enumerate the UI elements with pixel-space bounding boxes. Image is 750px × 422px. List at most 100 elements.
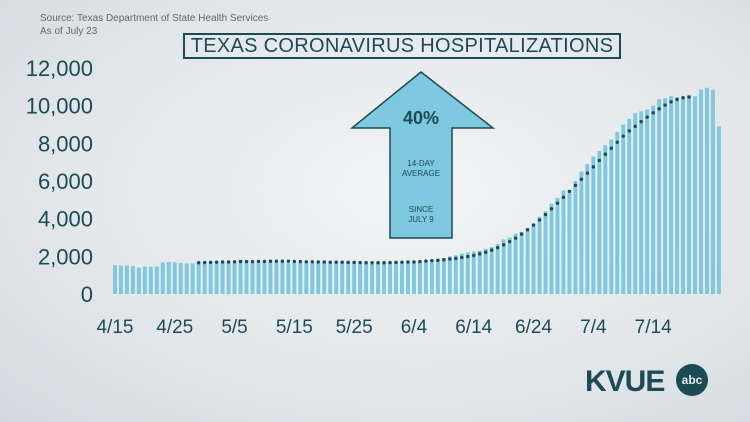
hospitalization-bar <box>513 233 518 294</box>
hospitalization-bar <box>465 252 470 294</box>
hospitalization-bar <box>322 261 327 294</box>
hospitalization-bar <box>196 261 201 294</box>
average-point <box>310 260 314 264</box>
hospitalization-bar <box>429 260 434 294</box>
hospitalization-bar <box>459 253 464 294</box>
hospitalization-bar <box>585 164 590 294</box>
hospitalization-bar <box>340 261 345 294</box>
hospitalization-bar <box>280 261 285 294</box>
hospitalization-bar <box>573 181 578 294</box>
average-point <box>220 260 225 264</box>
hospitalization-bar <box>621 124 626 294</box>
average-point <box>537 218 542 222</box>
average-point <box>400 260 404 264</box>
x-tick-label: 6/24 <box>515 317 552 338</box>
average-point <box>579 177 584 182</box>
average-point <box>202 260 207 265</box>
average-point <box>531 223 536 227</box>
average-point <box>567 189 572 194</box>
average-point <box>262 259 267 264</box>
hospitalization-bar <box>130 266 135 294</box>
hospitalization-bar <box>597 150 602 294</box>
hospitalization-bar <box>519 231 524 294</box>
average-point <box>268 259 273 263</box>
y-tick-label: 6,000 <box>38 169 93 194</box>
hospitalization-bar <box>471 251 476 294</box>
hospitalization-bar <box>232 262 237 294</box>
callout-label: JULY 9 <box>408 215 434 224</box>
hospitalization-bar <box>262 261 267 294</box>
hospitalization-bar <box>148 266 153 294</box>
average-point <box>358 260 362 265</box>
hospitalization-bar <box>447 256 452 294</box>
hospitalization-bar <box>716 126 721 294</box>
average-point <box>478 252 482 256</box>
x-tick-label: 6/4 <box>401 317 428 338</box>
hospitalization-bar <box>705 87 709 295</box>
hospitalization-bar <box>645 109 650 294</box>
hospitalization-bar <box>633 113 638 294</box>
hospitalization-bar <box>166 261 171 294</box>
average-point <box>394 260 398 265</box>
x-tick-label: 5/15 <box>276 317 313 338</box>
average-point <box>507 239 512 244</box>
average-point <box>238 259 243 264</box>
hospitalization-bar <box>477 250 482 294</box>
hospitalization-bar <box>346 261 351 294</box>
source-note: Source: Texas Department of State Health… <box>40 12 268 38</box>
hospitalization-bar <box>657 99 662 294</box>
hospitalization-bar <box>543 211 548 294</box>
hospitalization-bar <box>603 145 608 294</box>
hospitalization-bar <box>286 263 291 294</box>
average-point <box>472 253 476 258</box>
as-of-date: As of July 23 <box>40 26 98 37</box>
hospitalization-bar <box>178 262 183 294</box>
average-point <box>334 260 338 264</box>
average-point <box>376 261 380 265</box>
average-point <box>316 260 320 264</box>
hospitalization-bar <box>190 263 195 294</box>
hospitalization-bar <box>615 132 620 294</box>
average-point <box>304 260 309 264</box>
hospitalization-bar <box>184 263 189 294</box>
average-point <box>495 245 500 250</box>
hospitalization-bar <box>113 265 117 294</box>
hospitalization-bar <box>376 262 381 294</box>
callout-percent: 40% <box>403 108 439 128</box>
average-point <box>454 256 458 261</box>
average-point <box>651 111 655 115</box>
hospitalization-bar <box>220 261 225 294</box>
hospitalization-bar <box>202 261 207 294</box>
chart-title: TEXAS CORONAVIRUS HOSPITALIZATIONS <box>183 33 621 59</box>
average-point <box>418 259 422 264</box>
average-point <box>657 107 661 111</box>
average-point <box>280 259 285 263</box>
hospitalization-bar <box>250 261 255 294</box>
hospitalization-bar <box>609 139 614 294</box>
average-point <box>675 97 679 102</box>
average-point <box>196 261 201 265</box>
average-point <box>340 260 344 264</box>
average-point <box>346 260 350 265</box>
y-tick-label: 4,000 <box>38 207 93 232</box>
hospitalization-bar <box>316 261 321 294</box>
x-tick-label: 6/14 <box>455 317 492 338</box>
hospitalization-bar <box>627 118 632 294</box>
hospitalization-bar <box>388 262 392 294</box>
average-point <box>436 258 440 262</box>
hospitalization-bar <box>537 216 542 294</box>
hospitalization-bar <box>549 203 554 294</box>
average-point <box>543 212 548 217</box>
average-point <box>232 260 237 264</box>
average-point <box>286 259 291 263</box>
average-point <box>645 115 649 119</box>
x-tick-label: 4/25 <box>156 317 193 338</box>
hospitalization-bar <box>489 246 494 294</box>
hospitalization-bar <box>292 261 297 294</box>
hospitalization-bar <box>693 96 697 294</box>
hospitalization-bar <box>423 260 428 294</box>
average-point <box>226 260 231 264</box>
hospitalization-bar <box>669 96 674 294</box>
x-tick-label: 7/4 <box>580 317 607 338</box>
average-point <box>388 260 392 265</box>
